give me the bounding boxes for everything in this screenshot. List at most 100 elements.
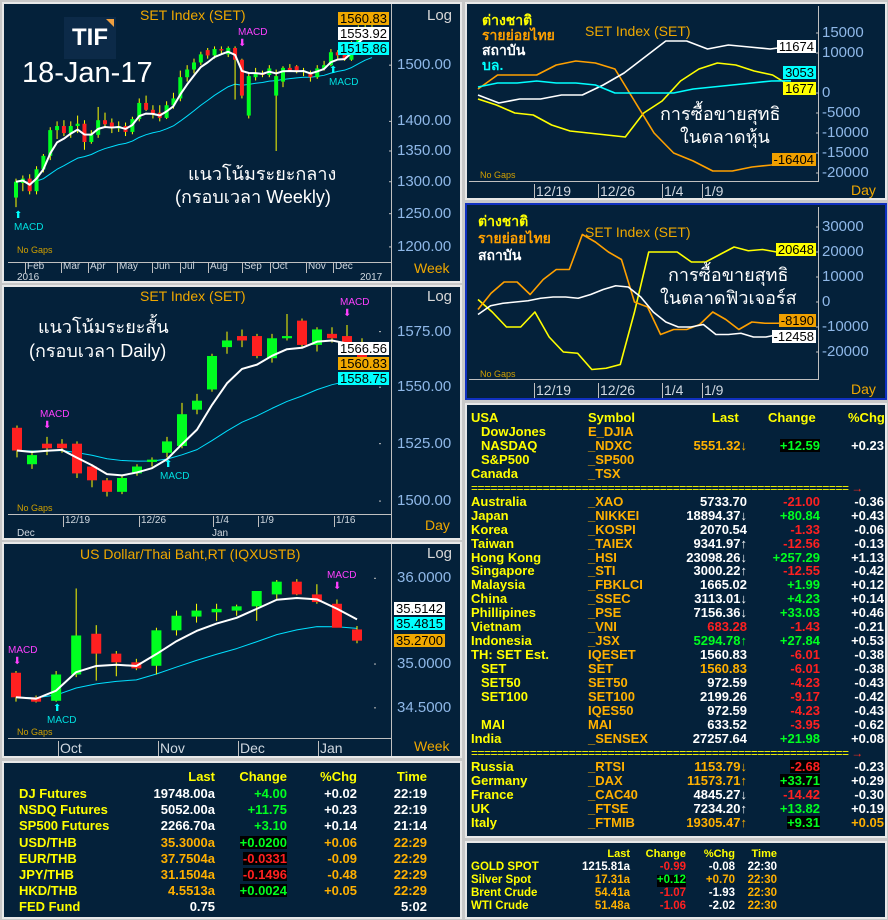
world-row-change: +12.59: [779, 437, 820, 453]
weekly-xtick-separator: [88, 262, 89, 273]
world-row-pct: -0.43: [854, 702, 884, 718]
world-table-header-symbol: Symbol: [588, 410, 635, 425]
world-row-symbol: _HSI: [588, 549, 617, 565]
daily-xtick-label: 1/16: [336, 515, 356, 526]
daily-annotation-1: แนวโน้มระยะสั้น: [38, 317, 169, 337]
flows-unit-label: Day: [851, 182, 876, 198]
futures-row-name: NSDQ Futures: [19, 802, 108, 818]
futures-row-last: 31.1504a: [160, 867, 215, 882]
flows-annotation-1: การซื้อขายสุทธิ: [660, 104, 781, 124]
world-table-header-region: USA: [471, 410, 499, 425]
world-row-name: Italy: [471, 814, 498, 830]
commodities-row-name: WTI Crude: [471, 900, 529, 912]
daily-chart-title: SET Index (SET): [140, 288, 246, 304]
flows-xtick-label: 1/9: [704, 183, 724, 199]
world-row-change: -3.95: [790, 716, 820, 732]
daily-ytick-label: 1575.00: [397, 322, 452, 340]
world-row-last: 972.59: [707, 702, 747, 718]
weekly-xtick-label: May: [119, 261, 138, 272]
flows-xtick-label: 12/26: [600, 183, 636, 199]
commodities-header-chg: %Chg: [703, 848, 735, 860]
world-row-pct: +0.05: [851, 814, 884, 830]
futures-row-change: -0.1496: [242, 867, 287, 882]
futures-ytick-label: 10000: [822, 268, 864, 285]
flows-xtick-separator: [598, 184, 599, 199]
usd-scale-label: Log: [427, 545, 453, 562]
world-row-change: +33.03: [779, 605, 820, 621]
commodities-row-pct: -2.02: [708, 900, 735, 912]
futures-row-pct: +0.23: [324, 802, 357, 818]
futures-row-pct: -0.09: [327, 850, 357, 866]
futures-annotation-1: การซื้อขายสุทธิ: [668, 265, 789, 285]
world-table-separator: ========================================…: [471, 482, 885, 494]
daily-ytick-label: 1525.00: [397, 434, 452, 452]
flows-ytick-label: -10000: [822, 124, 869, 141]
world-row-name: Phillipines: [471, 605, 537, 621]
futures-row-last: 2266.70a: [160, 818, 215, 834]
world-row-last: 7156.36↓: [693, 605, 748, 621]
futures-row-name: DJ Futures: [19, 786, 87, 801]
futures-row-time: 22:29: [393, 883, 427, 899]
commodities-row-change: -1.07: [659, 887, 686, 899]
weekly-ytick-label: 1300.00: [397, 172, 452, 190]
world-row-last: 18894.37↓: [686, 507, 747, 523]
world-row-symbol: IQESET: [588, 647, 636, 663]
world-table-header-last: Last: [712, 410, 739, 425]
futures-row-change: +0.0200: [239, 834, 287, 850]
flows-legend-institution: สถาบัน: [482, 42, 526, 58]
usd-macd-sell-label: MACD: [8, 645, 38, 656]
commodities-row-time: 22:30: [747, 887, 777, 899]
futures-row-time: 22:19: [393, 786, 427, 801]
futures-row-pct: +0.02: [324, 786, 357, 801]
futures-annotation-2: ในตลาดฟิวเจอร์ส: [660, 288, 797, 308]
daily-xtick-separator: [213, 516, 214, 527]
weekly-xtick-label: Oct: [272, 261, 288, 272]
world-row-pct: +0.29: [851, 772, 884, 788]
world-row-symbol: _SP500: [588, 451, 635, 467]
futures-table-header-time: Time: [396, 769, 427, 784]
world-row-change: -1.43: [790, 619, 820, 635]
weekly-macd-sell-label: MACD: [238, 27, 268, 38]
weekly-xtick-separator: [25, 262, 26, 273]
futures-row-change: +4.00: [254, 786, 287, 801]
world-row-name: MAI: [481, 716, 505, 732]
flows-legend-foreign: ต่างชาติ: [482, 12, 533, 28]
usd-ma-slow-value-box: 35.4815: [394, 616, 445, 631]
weekly-ytick-label: 1200.00: [397, 237, 452, 255]
world-row-last: 5733.70: [700, 493, 747, 509]
usd-xtick-separator: [238, 741, 239, 756]
daily-y-axis-line: [391, 287, 392, 538]
flows-foreign-value-box: 1677: [783, 81, 816, 96]
world-row-change: +27.84: [779, 633, 820, 649]
weekly-xtick-separator: [270, 262, 271, 273]
weekly-year-2017: 2017: [360, 272, 383, 283]
flows-broker-value-box: 3053: [783, 65, 816, 80]
usd-ytick-label: 36.0000: [397, 569, 452, 587]
world-row-name: NASDAQ: [481, 437, 538, 453]
usd-xtick-label: Nov: [160, 740, 185, 756]
world-row-symbol: _DAX: [588, 772, 623, 788]
flows-annotation-2: ในตลาดหุ้น: [680, 127, 770, 147]
weekly-xtick-separator: [208, 262, 209, 273]
flows-y-axis-line: [818, 6, 819, 182]
daily-macd-sell-arrow-icon-2: ⬇: [343, 308, 352, 319]
world-row-change: +257.29: [772, 549, 820, 565]
world-row-pct: +0.53: [851, 633, 884, 649]
logo-corner-icon: [106, 19, 114, 27]
futures-unit-label: Day: [851, 381, 876, 397]
separator-arrow-icon: →: [848, 481, 863, 494]
separator-arrow-icon: →: [848, 746, 863, 759]
commodities-row-last: 51.48a: [594, 900, 630, 912]
world-row-pct: -0.06: [854, 521, 884, 537]
futures-row-time: 22:29: [393, 867, 427, 882]
weekly-ma-fast-value-box: 1553.92: [338, 26, 389, 41]
weekly-xtick-separator: [333, 262, 334, 273]
daily-macd-buy-arrow-icon: ⬆: [164, 459, 173, 470]
tif-logo-text: TIF: [72, 24, 108, 51]
world-row-change: -2.68: [790, 758, 820, 774]
futures-row-last: 4.5513a: [168, 883, 215, 899]
world-row-change: -4.23: [790, 675, 820, 691]
daily-xtick-separator: [258, 516, 259, 527]
world-row-change: +4.23: [787, 591, 820, 607]
futures-row-change: -0.0331: [242, 850, 287, 866]
